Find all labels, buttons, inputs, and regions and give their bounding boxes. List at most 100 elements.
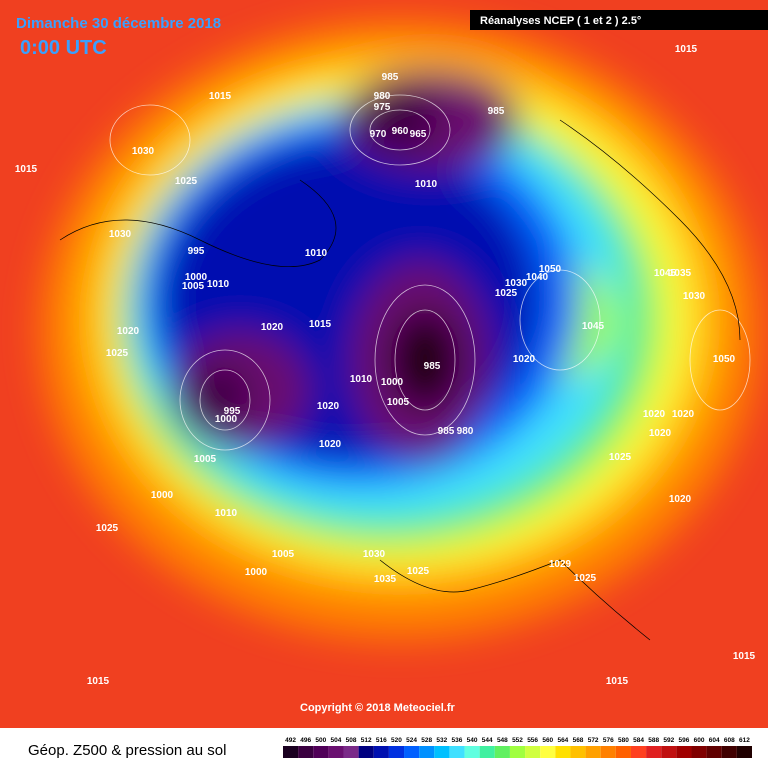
- legend-swatch: [464, 746, 480, 758]
- isobar-label: 1010: [215, 508, 238, 519]
- legend-swatch: [298, 746, 314, 758]
- legend-swatch: [615, 746, 631, 758]
- isobar-label: 1015: [309, 319, 332, 330]
- legend-label: 540: [467, 737, 478, 744]
- legend-label: 536: [452, 737, 463, 744]
- legend-label: 544: [482, 737, 493, 744]
- legend-swatch: [706, 746, 722, 758]
- color-legend: 492 496 500 504 508 512 516 520 524 528 532 536 540 5…: [283, 737, 752, 758]
- legend-swatch: [449, 746, 465, 758]
- legend-label: 592: [663, 737, 674, 744]
- legend-swatch: [585, 746, 601, 758]
- legend-swatch: [404, 746, 420, 758]
- isobar-label: 1025: [175, 176, 198, 187]
- source-box: [470, 10, 768, 30]
- isobar-label: 1015: [209, 91, 232, 102]
- legend-swatch: [313, 746, 329, 758]
- legend-swatch: [328, 746, 344, 758]
- legend-label: 552: [512, 737, 523, 744]
- legend-swatch: [525, 746, 541, 758]
- legend-label: 528: [421, 737, 432, 744]
- isobar-label: 1010: [305, 248, 328, 259]
- isobar-label: 1045: [654, 268, 677, 279]
- legend-label: 576: [603, 737, 614, 744]
- isobar-label: 1000: [215, 414, 238, 425]
- isobar-label: 985: [424, 361, 441, 372]
- source: Réanalyses NCEP ( 1 et 2 ) 2.5°: [480, 15, 641, 27]
- isobar-label: 1015: [606, 676, 629, 687]
- legend-label: 564: [557, 737, 568, 744]
- legend-label: 588: [648, 737, 659, 744]
- isobar-label: 1045: [582, 321, 605, 332]
- legend-label: 580: [618, 737, 629, 744]
- isobar-label: 1030: [363, 549, 386, 560]
- isobar-label: 960: [392, 126, 409, 137]
- isobar-label: 1010: [207, 279, 230, 290]
- isobar-label: 1030: [683, 291, 706, 302]
- isobar-label: 1000: [185, 272, 208, 283]
- isobar-label: 1025: [574, 573, 597, 584]
- legend-swatch: [494, 746, 510, 758]
- isobar-label: 1010: [415, 179, 438, 190]
- time: 0:00 UTC: [20, 37, 107, 59]
- isobars: [109, 94, 751, 451]
- isobar-label: 970: [370, 129, 387, 140]
- legend-swatch: [661, 746, 677, 758]
- isobar-label: 1020: [513, 354, 536, 365]
- isobar-label: 1035: [374, 574, 397, 585]
- isobar-label: 1000: [151, 490, 174, 501]
- isobar-label: 1005: [387, 397, 410, 408]
- legend-swatch: [600, 746, 616, 758]
- isobar-label: 1020: [672, 409, 695, 420]
- legend-swatch: [646, 746, 662, 758]
- isobar-label: 1020: [669, 494, 692, 505]
- isobar-label: 975: [374, 102, 391, 113]
- isobar-label: 1025: [609, 452, 632, 463]
- legend-swatch: [509, 746, 526, 758]
- isobar-label: 1029: [549, 559, 572, 570]
- legend-swatch: [388, 746, 405, 758]
- isobar-label: 1015: [15, 164, 38, 175]
- isobar-label: 995: [188, 246, 205, 257]
- legend-label: 520: [391, 737, 402, 744]
- legend-swatch: [736, 746, 752, 758]
- isobar-label: 1050: [713, 354, 736, 365]
- legend-swatch: [676, 746, 692, 758]
- isobar-label: 1015: [87, 676, 110, 687]
- legend-label: 608: [724, 737, 735, 744]
- legend-label: 508: [346, 737, 357, 744]
- geopotential-field: [40, 20, 760, 640]
- legend-label: 600: [694, 737, 705, 744]
- isobar-label: 965: [410, 129, 427, 140]
- isobar-label: 995: [224, 406, 241, 417]
- isobar-label: 1020: [261, 322, 284, 333]
- legend-label: 516: [376, 737, 387, 744]
- legend-label: 524: [406, 737, 417, 744]
- isobar-label: 1000: [381, 377, 404, 388]
- legend-label: 560: [542, 737, 553, 744]
- legend-swatch: [691, 746, 707, 758]
- copyright: Copyright © 2018 Meteociel.fr: [300, 702, 456, 714]
- legend-swatch: [283, 746, 299, 758]
- legend-swatch: [343, 746, 359, 758]
- isobar-label: 1005: [194, 454, 217, 465]
- isobar-label: 1030: [109, 229, 132, 240]
- legend-label: 572: [588, 737, 599, 744]
- legend-label: 500: [315, 737, 326, 744]
- isobar-label: 1035: [669, 268, 692, 279]
- isobar-label: 1005: [272, 549, 295, 560]
- legend-swatch: [358, 746, 374, 758]
- isobar-label: 1005: [182, 281, 205, 292]
- isobar-label: 985: [438, 426, 455, 437]
- legend-label: 532: [436, 737, 447, 744]
- isobar-label: 1000: [245, 567, 268, 578]
- isobar-label: 1050: [539, 264, 562, 275]
- legend-label: 548: [497, 737, 508, 744]
- isobar-label: 1020: [117, 326, 140, 337]
- isobar-label: 985: [382, 72, 399, 83]
- isobar-label: 1015: [733, 651, 756, 662]
- legend-swatch: [434, 746, 450, 758]
- isobar-label: 1020: [649, 428, 672, 439]
- legend-label: 492: [285, 737, 296, 744]
- isobar-label: 1020: [643, 409, 666, 420]
